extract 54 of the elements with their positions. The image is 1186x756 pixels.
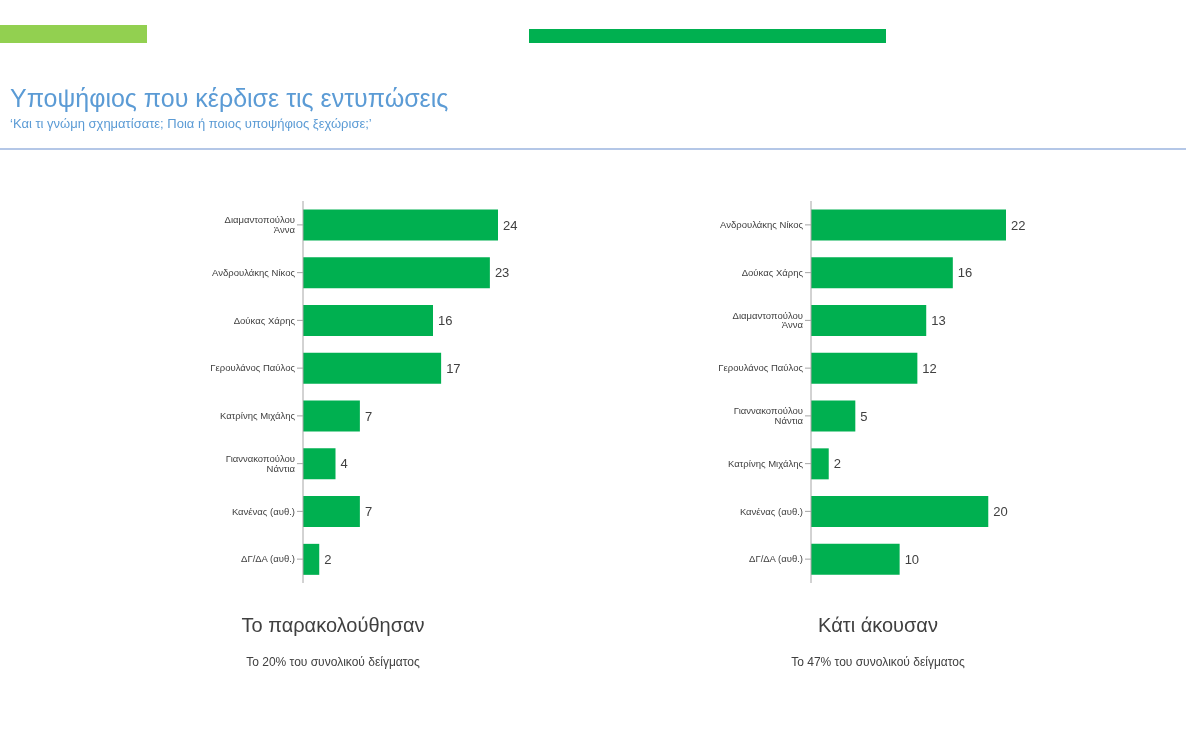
y-tick-label: Διαμαντοπούλου Άννα	[224, 214, 296, 235]
bar	[811, 448, 829, 480]
data-label: 10	[904, 551, 920, 567]
bar	[811, 257, 953, 289]
bar	[303, 257, 490, 289]
y-tick-label: Κατρίνης Μιχάλης	[219, 410, 296, 422]
y-tick-label: Γερουλάνος Παύλος	[210, 362, 296, 374]
data-label: 17	[446, 360, 461, 376]
data-label: 4	[340, 456, 348, 472]
bar	[811, 400, 856, 432]
data-label: 23	[494, 265, 510, 281]
y-tick-label: Ανδρουλάκης Νίκος	[212, 267, 296, 278]
data-label: 5	[860, 408, 868, 424]
bar	[303, 496, 360, 528]
bar	[303, 352, 442, 384]
data-label: 7	[364, 408, 373, 424]
bar	[811, 209, 1006, 241]
x-axis-title: Κάτι άκουσαν	[817, 614, 939, 637]
y-tick-label: Δούκας Χάρης	[741, 267, 804, 278]
bar	[303, 209, 498, 241]
y-tick-label: ΔΓ/ΔΑ (αυθ.)	[749, 553, 803, 565]
text: Το 47% του συνολικού δείγματος	[790, 655, 966, 669]
bar	[303, 543, 320, 575]
bar	[303, 305, 433, 337]
data-label: 16	[438, 313, 453, 329]
chart-title: Υποψήφιος που κέρδισε τις εντυπώσεις	[10, 84, 449, 113]
text: ‘Και τι γνώμη σχηματίσατε; Ποια ή ποιος υποψήφιος ξεχώρισε;’	[10, 116, 372, 131]
bar	[811, 496, 989, 528]
y-tick-label: Γερουλάνος Παύλος	[718, 362, 804, 374]
y-tick-label: Γιαννακοπούλου Νάντια	[733, 405, 804, 426]
y-tick-label: ΔΓ/ΔΑ (αυθ.)	[241, 553, 295, 565]
bar	[811, 305, 927, 337]
data-label: 12	[922, 360, 937, 376]
bar	[811, 352, 918, 384]
y-tick-label: Ανδρουλάκης Νίκος	[720, 219, 804, 231]
text: Το 20% του συνολικού δείγματος	[245, 655, 421, 669]
y-tick-label: Διαμαντοπούλου Άννα	[732, 310, 804, 331]
bar	[303, 448, 336, 480]
y-tick-label: Κανένας (αυθ.)	[739, 505, 803, 517]
bar	[811, 543, 900, 575]
data-label: 13	[931, 313, 946, 329]
data-label: 16	[957, 265, 973, 281]
data-label: 2	[833, 456, 841, 472]
data-label: 24	[503, 217, 518, 233]
y-tick-label: Κανένας (αυθ.)	[231, 505, 295, 517]
data-label: 7	[364, 504, 373, 520]
bar	[303, 400, 360, 432]
data-label: 22	[1011, 217, 1026, 233]
data-label: 20	[993, 504, 1008, 520]
y-tick-label: Γιαννακοπούλου Νάντια	[225, 453, 296, 474]
data-label: 2	[324, 551, 332, 567]
x-axis-title: Το παρακολούθησαν	[240, 614, 426, 637]
y-tick-label: Δούκας Χάρης	[233, 314, 296, 326]
y-tick-label: Κατρίνης Μιχάλης	[727, 458, 804, 469]
